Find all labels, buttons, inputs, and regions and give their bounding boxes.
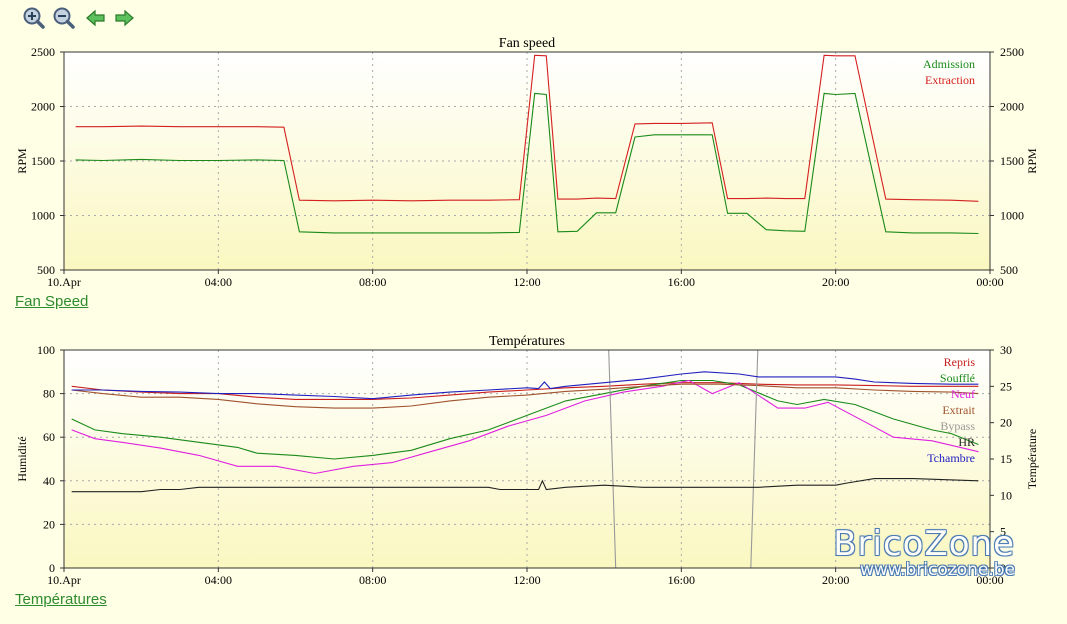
y-tick-label: 20 [43,517,55,531]
x-tick-label: 08:00 [359,573,386,587]
series-line-soufflé [71,379,979,460]
legend-item-extrait: Extrait [942,403,975,417]
x-tick-label: 00:00 [976,275,1003,289]
legend-item-repris: Repris [944,355,976,369]
series-line-admission [75,92,979,235]
x-tick-label: 12:00 [513,275,540,289]
watermark: BricoZone www.bricozone.be [833,524,1015,580]
arrow-right-icon[interactable] [112,6,136,30]
x-tick-label: 04:00 [205,573,232,587]
watermark-url: www.bricozone.be [859,560,1015,580]
y-right-tick-label: 5 [1000,525,1006,539]
y-tick-label: 1500 [31,154,55,168]
series-group [75,54,979,235]
y-tick-label: 40 [43,474,55,488]
y-tick-label: 2500 [31,45,55,59]
y-tick-label: 2000 [31,100,55,114]
legend-item-hr: HR [958,435,975,449]
series-group [71,350,979,568]
y-right-tick-label: 20 [1000,416,1012,430]
fan-speed-chart: 500 1000 1500 2000 2500 500 1000 1500 2000 2500 10… [15,36,1039,289]
chart-title: Fan speed [499,36,555,51]
chart-title: Températures [489,334,565,349]
y-axis-label: RPM [15,148,29,174]
y-axis-label-right: RPM [1025,148,1039,174]
series-line-bypass [608,350,759,568]
series-line-tchambre [71,371,979,400]
y-right-tick-label: 15 [1000,452,1012,466]
x-tick-label: 00:00 [976,573,1003,587]
legend-item-admission: Admission [923,57,975,71]
x-tick-label: 04:00 [205,275,232,289]
y-axis-label-right: Température [1025,429,1039,489]
x-tick-label: 20:00 [822,275,849,289]
y-right-tick-label: 25 [1000,379,1012,393]
y-tick-label: 500 [37,263,55,277]
y-right-tick-label: 10 [1000,488,1012,502]
series-line-extrait [71,383,979,409]
x-tick-label: 16:00 [668,573,695,587]
y-tick-label: 1000 [31,209,55,223]
x-tick-label: 08:00 [359,275,386,289]
y-right-tick-label: 30 [1000,343,1012,357]
zoom-out-icon[interactable] [52,6,76,30]
x-tick-label: 20:00 [822,573,849,587]
y-right-tick-label: 1000 [1000,209,1024,223]
legend-item-soufflé: Soufflé [940,371,975,385]
y-right-tick-label: 1500 [1000,154,1024,168]
x-tick-label: 16:00 [668,275,695,289]
series-line-extraction [75,54,979,202]
series-line-neuf [71,379,979,475]
temperatures-chart: 0 20 40 60 80 100 0 5 10 15 20 25 30 10.Apr 04:00 08:00… [15,334,1039,587]
y-right-tick-label: 2500 [1000,45,1024,59]
arrow-left-icon[interactable] [84,6,108,30]
zoom-in-icon[interactable] [22,6,46,30]
legend-item-neuf: Neuf [951,387,975,401]
y-right-tick-label: 0 [1000,561,1006,575]
x-tick-label: 12:00 [513,573,540,587]
y-right-tick-label: 500 [1000,263,1018,277]
watermark-brand: BricoZone [833,524,1015,564]
y-tick-label: 100 [37,343,55,357]
x-tick-label: 10.Apr [47,573,81,587]
legend-item-bypass: Bypass [940,419,975,433]
y-tick-label: 80 [43,387,55,401]
y-axis-label: Humidité [15,436,29,481]
y-tick-label: 60 [43,430,55,444]
series-line-hr [71,478,979,493]
x-tick-label: 10.Apr [47,275,81,289]
legend-item-tchambre: Tchambre [927,451,975,465]
temperatures-link[interactable]: Températures [15,591,107,608]
y-right-tick-label: 2000 [1000,100,1024,114]
y-tick-label: 0 [49,561,55,575]
legend-item-extraction: Extraction [925,73,975,87]
fan-speed-link[interactable]: Fan Speed [15,293,89,310]
